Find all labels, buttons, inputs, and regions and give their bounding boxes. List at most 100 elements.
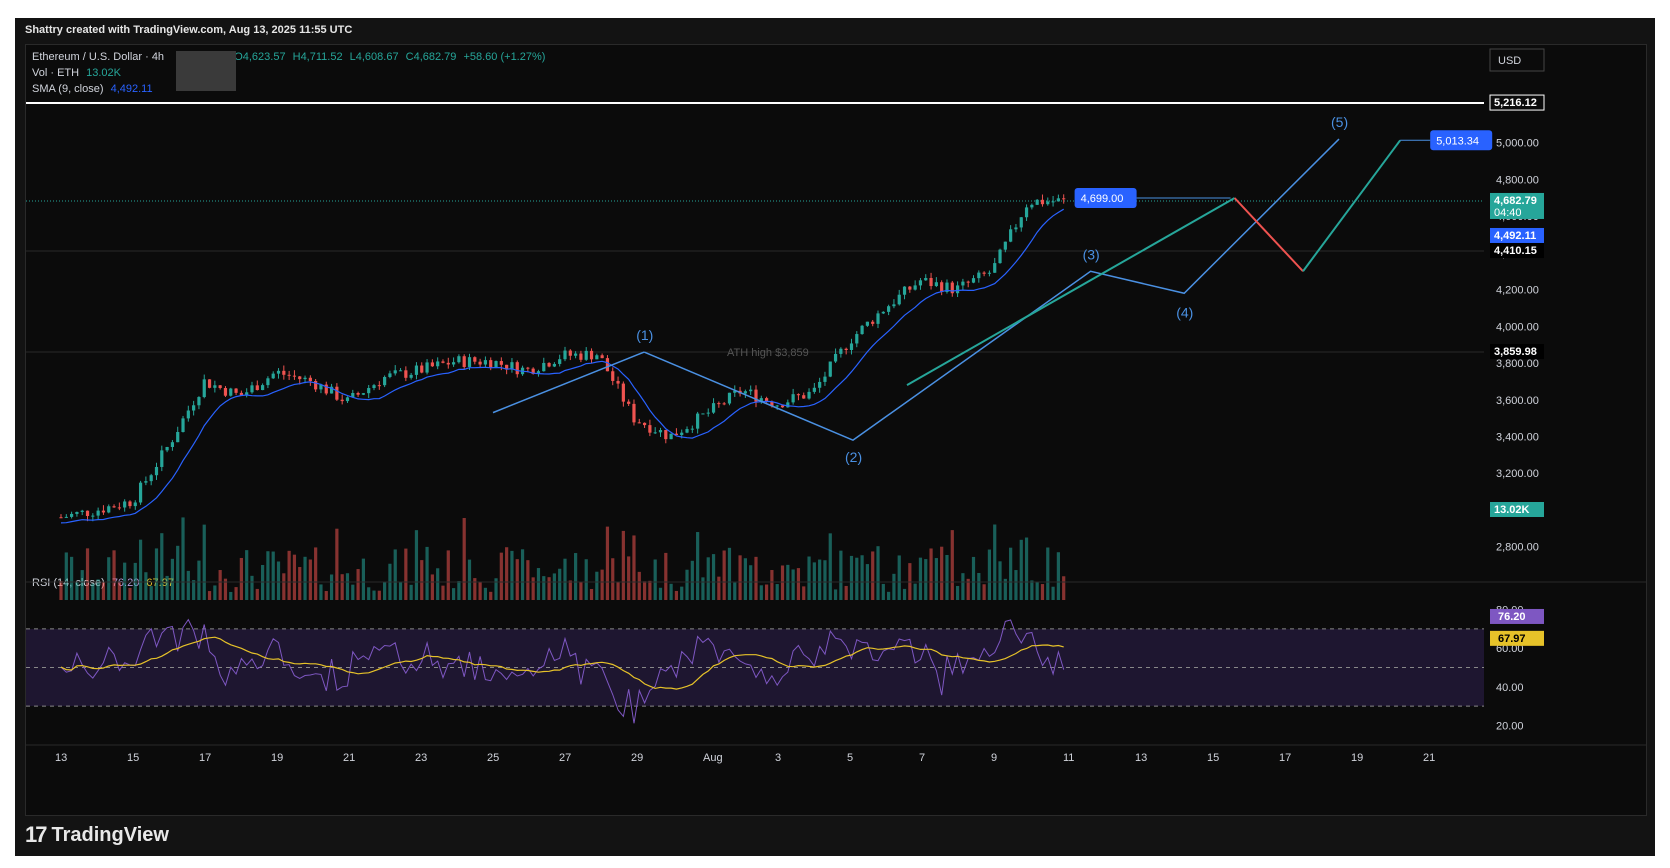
wave-marker-label: (3) bbox=[1083, 246, 1100, 262]
rsi-value-badge-label: 76.20 bbox=[1498, 611, 1526, 623]
volume-bar bbox=[462, 518, 466, 600]
candle-body bbox=[887, 306, 891, 312]
volume-bar bbox=[584, 559, 588, 600]
candle-body bbox=[924, 277, 928, 281]
currency-label: USD bbox=[1498, 55, 1521, 67]
volume-bar bbox=[112, 550, 116, 600]
candle-body bbox=[897, 294, 901, 305]
y-tick-label: 3,800.00 bbox=[1496, 358, 1539, 370]
candle-body bbox=[770, 401, 774, 407]
volume-bar bbox=[181, 517, 185, 600]
volume-bar bbox=[234, 587, 238, 600]
candle-body bbox=[558, 359, 562, 364]
price-axis-badge bbox=[1490, 502, 1544, 517]
candle-body bbox=[775, 405, 779, 407]
y-tick-label: 4,800.00 bbox=[1496, 174, 1539, 186]
volume-bar bbox=[202, 524, 206, 600]
candle-body bbox=[1003, 241, 1007, 250]
volume-bar bbox=[340, 574, 344, 600]
candle-body bbox=[314, 381, 318, 390]
rsi-line bbox=[60, 618, 1065, 724]
volume-bar bbox=[245, 550, 249, 600]
candle-body bbox=[542, 362, 546, 372]
volume-bar bbox=[85, 548, 90, 600]
volume-bar bbox=[308, 559, 312, 600]
candle-body bbox=[881, 311, 885, 314]
x-tick-label: 29 bbox=[631, 752, 643, 764]
redacted-block bbox=[176, 51, 236, 91]
price-axis-badge-label: 4,410.15 bbox=[1494, 245, 1537, 257]
candle-body bbox=[1030, 204, 1034, 208]
volume-bar bbox=[982, 584, 986, 600]
annotation-label: 5,013.34 bbox=[1436, 135, 1479, 147]
volume-bar bbox=[849, 555, 854, 600]
candle-body bbox=[462, 356, 466, 367]
price-axis-badge bbox=[1490, 344, 1544, 360]
candle-body bbox=[722, 403, 726, 405]
candle-body bbox=[85, 510, 90, 516]
sma-line bbox=[60, 208, 1065, 524]
candle-body bbox=[982, 272, 986, 274]
volume-bar bbox=[478, 582, 482, 600]
volume-bar bbox=[722, 550, 726, 600]
candle-body bbox=[971, 278, 976, 283]
volume-bar bbox=[494, 578, 498, 600]
x-tick-label: 25 bbox=[487, 752, 499, 764]
candle-body bbox=[605, 358, 610, 372]
candle-body bbox=[1019, 217, 1023, 228]
volume-bar bbox=[298, 567, 302, 600]
annotation-box bbox=[1430, 130, 1493, 151]
candle-body bbox=[383, 376, 387, 386]
volume-bar bbox=[844, 585, 848, 600]
volume-bar bbox=[812, 562, 816, 600]
volume-bar bbox=[605, 526, 610, 600]
volume-bar bbox=[1024, 537, 1029, 600]
candle-body bbox=[329, 386, 334, 394]
candle-body bbox=[287, 374, 291, 376]
volume-bar bbox=[138, 539, 143, 600]
candle-body bbox=[425, 362, 429, 373]
y-tick-label: 5,000.00 bbox=[1496, 138, 1539, 150]
volume-bar bbox=[149, 586, 153, 600]
volume-bar bbox=[425, 546, 429, 600]
candle-body bbox=[531, 368, 535, 374]
volume-bar bbox=[1062, 576, 1066, 600]
tradingview-footer: 17 TradingView bbox=[25, 822, 169, 848]
x-tick-label: 17 bbox=[1279, 752, 1291, 764]
candle-body bbox=[133, 502, 137, 507]
candle-body bbox=[945, 282, 949, 292]
volume-bar bbox=[547, 577, 551, 600]
volume-bar bbox=[780, 565, 785, 600]
candle-body bbox=[621, 383, 625, 402]
volume-bar bbox=[897, 555, 901, 600]
candle-body bbox=[648, 425, 652, 433]
volume-bar bbox=[828, 533, 832, 600]
candle-body bbox=[860, 325, 864, 335]
candle-body bbox=[261, 385, 265, 391]
candle-body bbox=[319, 384, 323, 390]
chart-panel[interactable]: Ethereum / U.S. Dollar · 4h O4,623.57 H4… bbox=[25, 44, 1647, 816]
candle-body bbox=[547, 362, 551, 367]
candle-body bbox=[117, 507, 121, 509]
candle-body bbox=[489, 360, 493, 368]
volume-bar bbox=[329, 574, 334, 600]
volume-bar bbox=[595, 571, 599, 600]
candle-body bbox=[186, 410, 190, 419]
volume-bar bbox=[802, 586, 806, 600]
candle-body bbox=[234, 388, 238, 393]
price-chart-svg[interactable]: 2,800.003,000.003,200.003,400.003,600.00… bbox=[26, 45, 1646, 815]
candle-body bbox=[303, 377, 307, 380]
candle-body bbox=[579, 353, 583, 360]
candle-body bbox=[245, 392, 249, 396]
volume-bar bbox=[775, 584, 779, 600]
candle-body bbox=[478, 361, 482, 365]
candle-body bbox=[611, 371, 615, 381]
candle-body bbox=[833, 353, 838, 362]
volume-bar bbox=[367, 587, 371, 600]
x-tick-label: 21 bbox=[343, 752, 355, 764]
candle-body bbox=[91, 515, 95, 517]
volume-bar bbox=[499, 552, 503, 600]
volume-bar bbox=[192, 580, 196, 600]
candle-body bbox=[213, 385, 217, 388]
candle-body bbox=[181, 418, 185, 433]
